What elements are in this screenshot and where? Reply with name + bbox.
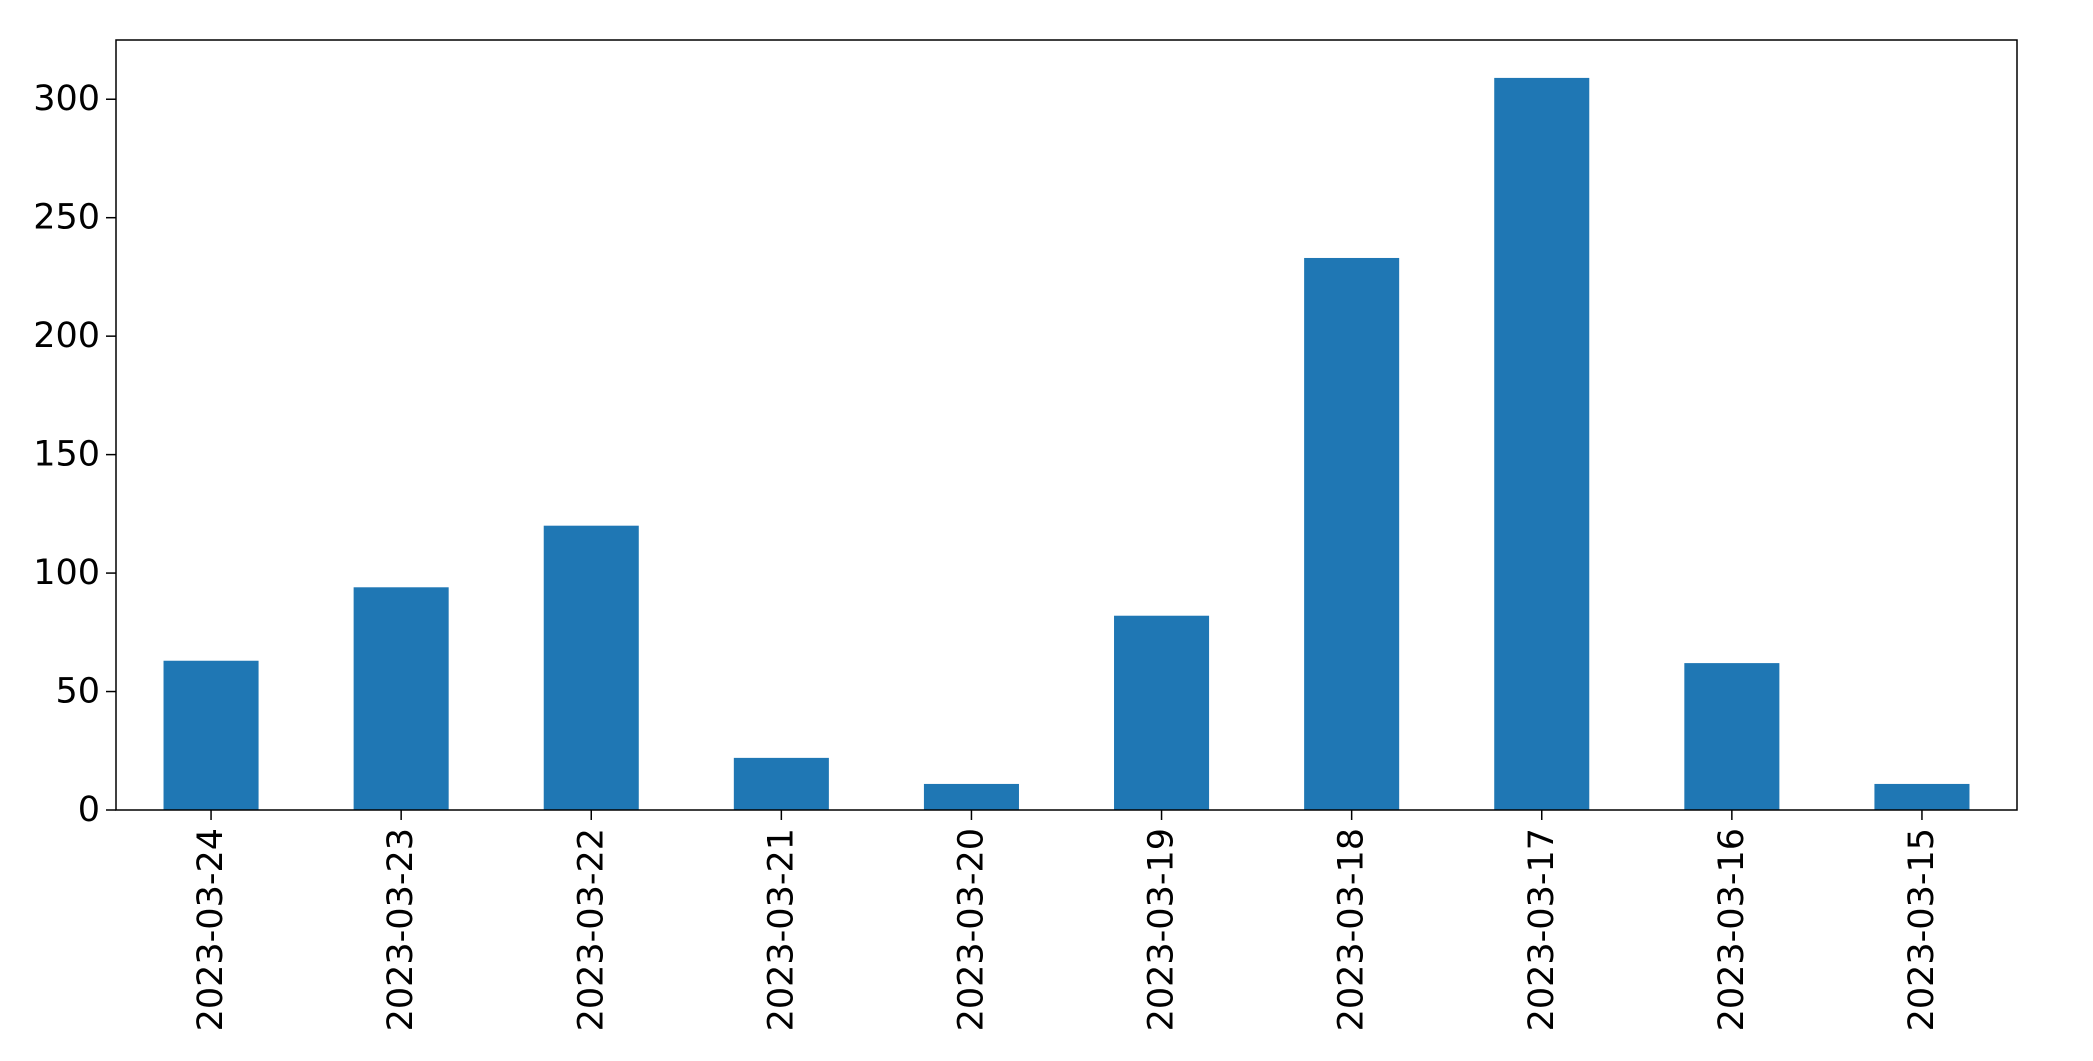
x-tick-label: 2023-03-19 xyxy=(1142,828,1182,1031)
x-axis: 2023-03-24 2023-03-23 2023-03-22 2023-03-21… xyxy=(191,810,1942,1031)
y-tick-label: 300 xyxy=(33,79,100,119)
y-tick-label: 200 xyxy=(33,316,100,356)
bars-group xyxy=(163,77,1970,810)
bar-2023-03-20 xyxy=(923,783,1019,810)
y-tick-label: 0 xyxy=(78,790,100,830)
plot-frame xyxy=(115,39,2018,811)
bar-2023-03-19 xyxy=(1114,615,1210,810)
x-tick-label: 2023-03-16 xyxy=(1712,828,1752,1031)
bar-2023-03-18 xyxy=(1304,257,1400,810)
bar-2023-03-17 xyxy=(1494,77,1590,810)
x-tick-label: 2023-03-15 xyxy=(1902,828,1942,1031)
bar-2023-03-24 xyxy=(163,660,259,810)
bar-2023-03-23 xyxy=(353,587,449,810)
bar-2023-03-16 xyxy=(1684,663,1780,810)
x-tick-label: 2023-03-21 xyxy=(761,828,801,1031)
y-tick-label: 250 xyxy=(33,198,100,238)
bar-2023-03-21 xyxy=(733,757,829,810)
x-tick-label: 2023-03-17 xyxy=(1522,828,1562,1031)
bar-2023-03-22 xyxy=(543,525,639,810)
x-tick-label: 2023-03-24 xyxy=(191,828,231,1031)
y-tick-label: 100 xyxy=(33,553,100,593)
bar-2023-03-15 xyxy=(1874,783,1970,810)
x-tick-label: 2023-03-18 xyxy=(1332,828,1372,1031)
x-tick-label: 2023-03-20 xyxy=(951,828,991,1031)
y-tick-label: 50 xyxy=(55,672,100,712)
x-tick-label: 2023-03-22 xyxy=(571,828,611,1031)
y-axis: 0 50 100 150 200 250 300 xyxy=(33,79,116,830)
y-tick-label: 150 xyxy=(33,435,100,475)
x-tick-label: 2023-03-23 xyxy=(381,828,421,1031)
